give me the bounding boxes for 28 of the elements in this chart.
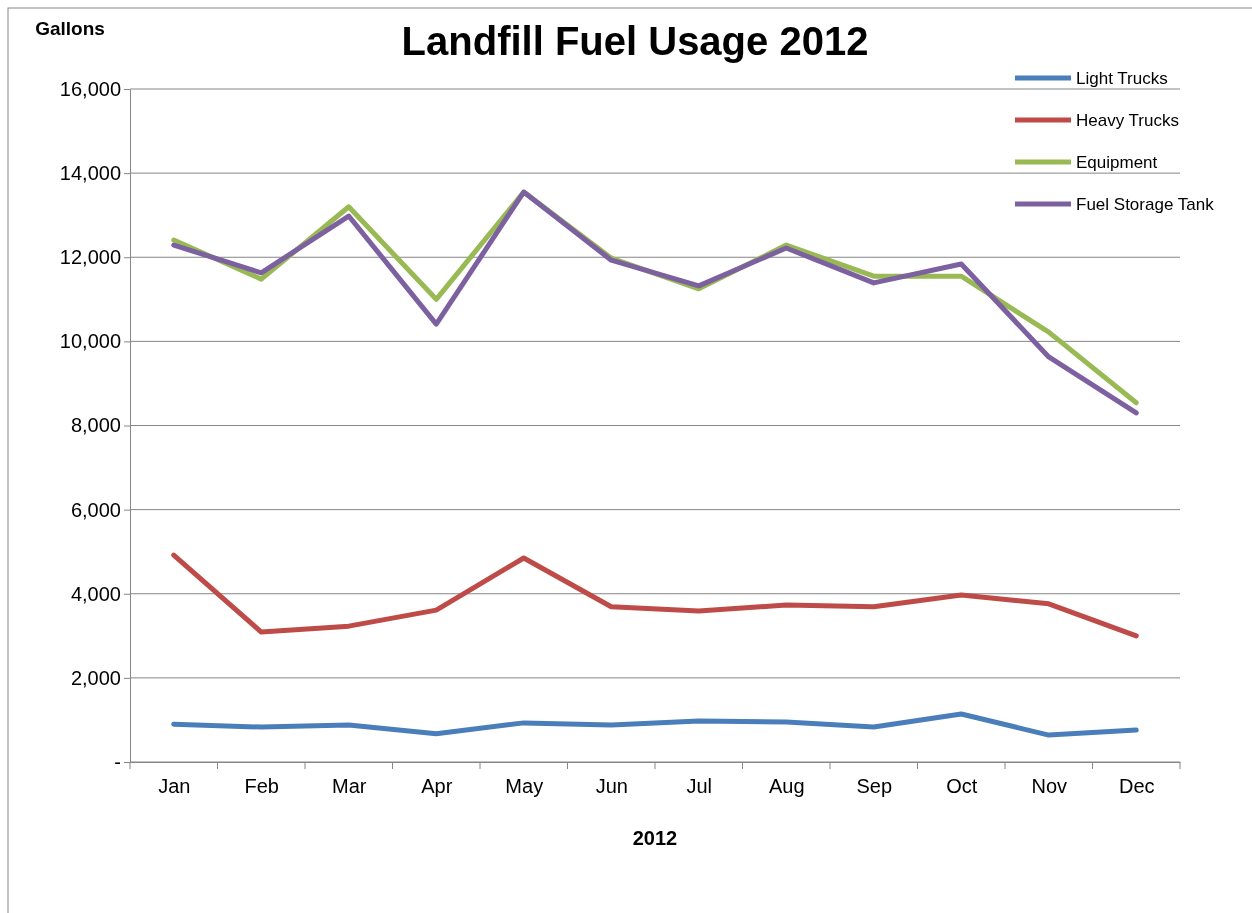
x-tick-label: Feb <box>244 775 279 797</box>
y-tick-label: 6,000 <box>70 498 121 521</box>
legend-label: Fuel Storage Tank <box>1076 195 1215 214</box>
y-tick-label: - <box>114 750 121 773</box>
y-tick-label: 10,000 <box>59 330 121 353</box>
legend-label: Heavy Trucks <box>1076 111 1179 130</box>
x-tick-label: Jan <box>158 775 191 797</box>
legend-label: Light Trucks <box>1076 69 1168 88</box>
y-tick-label: 12,000 <box>59 246 121 269</box>
y-tick-label: 2,000 <box>70 666 121 689</box>
y-axis-title: Gallons <box>35 18 105 39</box>
x-tick-label: Apr <box>421 775 453 797</box>
x-tick-label: May <box>505 775 544 797</box>
x-tick-label: Oct <box>946 775 978 797</box>
y-tick-label: 14,000 <box>59 162 121 185</box>
x-tick-label: Mar <box>332 775 367 797</box>
x-tick-label: Dec <box>1118 775 1155 797</box>
legend-label: Equipment <box>1076 153 1158 172</box>
y-tick-label: 4,000 <box>70 582 121 605</box>
x-axis-title: 2012 <box>632 827 678 849</box>
y-tick-label: 8,000 <box>70 414 121 437</box>
x-tick-label: Jul <box>686 775 713 797</box>
x-tick-label: Aug <box>768 775 805 797</box>
y-tick-label: 16,000 <box>59 77 121 100</box>
x-tick-label: Nov <box>1031 775 1068 797</box>
x-tick-label: Sep <box>856 775 893 797</box>
x-tick-label: Jun <box>595 775 628 797</box>
chart-title: Landfill Fuel Usage 2012 <box>401 19 869 63</box>
